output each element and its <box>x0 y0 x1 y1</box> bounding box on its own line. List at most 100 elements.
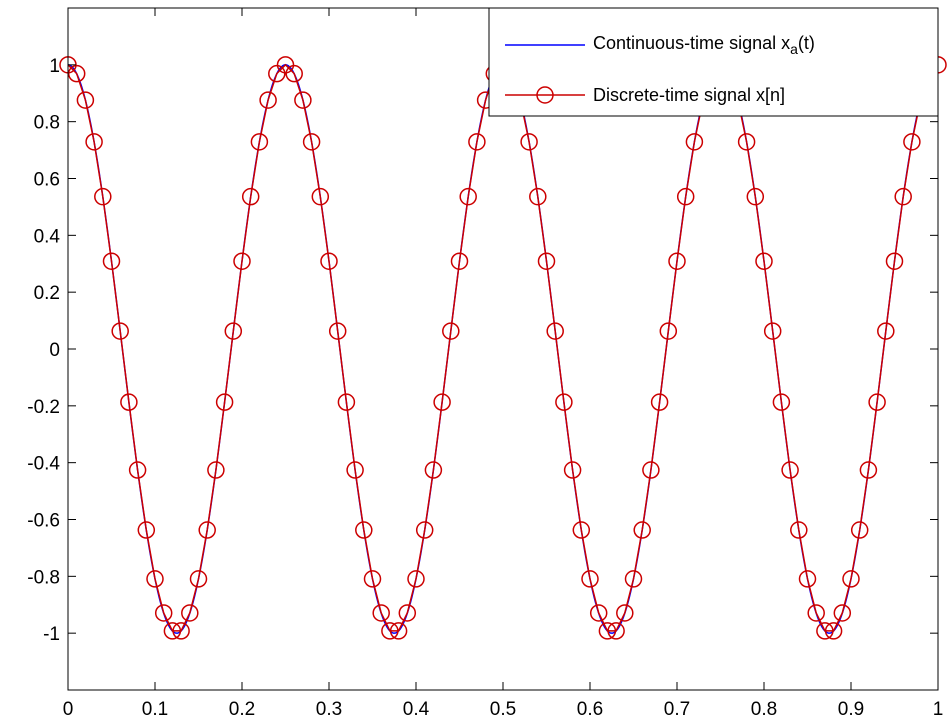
legend-box <box>488 7 939 117</box>
discrete-sample-point <box>311 187 330 206</box>
discrete-sample-point <box>616 604 634 622</box>
y-tick-label: -1 <box>43 624 60 645</box>
discrete-sample-point <box>824 622 843 640</box>
discrete-sample-point <box>659 322 678 340</box>
discrete-sample-point <box>763 322 782 340</box>
discrete-sample-point <box>363 570 382 588</box>
discrete-sample-point <box>563 461 582 479</box>
legend-label-continuous-main: Continuous-time signal x <box>593 33 790 53</box>
y-tick-label: 0.4 <box>34 226 61 247</box>
discrete-sample-point <box>198 521 216 539</box>
y-tick-label: 1 <box>49 56 60 77</box>
discrete-sample-point <box>407 570 425 588</box>
discrete-sample-point <box>355 521 373 539</box>
discrete-sample-point <box>868 393 886 411</box>
discrete-sample-point <box>146 570 164 588</box>
discrete-sample-point <box>737 133 756 151</box>
discrete-sample-point <box>372 604 390 622</box>
x-tick-label: 0.8 <box>751 699 777 720</box>
discrete-sample-point <box>772 393 791 411</box>
discrete-sample-point <box>520 133 538 151</box>
discrete-sample-point <box>424 461 443 479</box>
discrete-sample-point <box>433 393 451 411</box>
discrete-sample-point <box>537 252 556 270</box>
discrete-sample-point <box>328 322 347 340</box>
x-tick-label: 0.9 <box>838 699 864 720</box>
x-tick-label: 0.6 <box>577 699 603 720</box>
discrete-sample-point <box>337 393 356 411</box>
discrete-sample-point <box>285 64 303 83</box>
discrete-sample-point <box>215 393 234 411</box>
discrete-sample-point <box>233 252 251 270</box>
x-tick-label: 0.4 <box>403 699 430 720</box>
plot-area <box>68 8 938 690</box>
discrete-sample-point <box>181 604 199 622</box>
discrete-sample-point <box>250 133 269 151</box>
discrete-sample-point <box>128 461 147 479</box>
discrete-sample-point <box>676 187 695 206</box>
discrete-sample-point <box>546 322 564 340</box>
discrete-sample-point <box>154 604 173 622</box>
discrete-sample-point <box>624 570 643 588</box>
x-tick-label: 0.2 <box>229 699 255 720</box>
discrete-sample-point <box>850 521 869 539</box>
discrete-sample-point <box>389 622 408 640</box>
legend-label-continuous-suffix: (t) <box>798 33 815 53</box>
discrete-sample-point <box>120 393 138 411</box>
discrete-sample-point <box>798 570 817 588</box>
legend-label-continuous: Continuous-time signal xa(t) <box>593 33 815 57</box>
discrete-sample-point <box>903 133 921 151</box>
discrete-sample-point <box>294 91 312 109</box>
discrete-sample-point <box>346 461 364 479</box>
y-tick-label: -0.2 <box>27 397 60 418</box>
discrete-sample-point <box>111 322 129 340</box>
discrete-sample-point <box>102 252 121 270</box>
x-tick-label: 0.5 <box>490 699 516 720</box>
discrete-sample-point <box>555 393 573 411</box>
x-tick-label: 0.1 <box>142 699 168 720</box>
discrete-sample-point <box>746 187 765 206</box>
axis-layer: 0 0.1 0.2 0.3 0.4 0.5 0.6 0.7 0.8 0.9 1 1 0.8 0.6 0.4 0… <box>27 8 943 720</box>
discrete-sample-point <box>598 622 617 640</box>
discrete-sample-point <box>589 604 608 622</box>
discrete-sample-point <box>137 521 156 539</box>
discrete-sample-point <box>633 521 651 539</box>
discrete-sample-point <box>790 521 808 539</box>
discrete-sample-point <box>224 322 243 340</box>
y-tick-label: 0 <box>49 340 60 361</box>
discrete-sample-point <box>877 322 895 340</box>
discrete-sample-point <box>642 461 660 479</box>
discrete-sample-point <box>189 570 208 588</box>
discrete-sample-point <box>842 570 860 588</box>
y-tick-label: -0.8 <box>27 567 60 588</box>
x-tick-label: 0 <box>63 699 74 720</box>
discrete-sample-point <box>685 133 704 151</box>
discrete-sample-point <box>67 64 86 83</box>
discrete-sample-point <box>529 187 547 206</box>
discrete-sample-point <box>807 604 825 622</box>
discrete-sample-point <box>320 252 338 270</box>
discrete-sample-point <box>415 521 434 539</box>
discrete-sample-point <box>459 187 477 206</box>
discrete-sample-point <box>450 252 469 270</box>
discrete-sample-point <box>241 187 260 206</box>
discrete-sample-point <box>607 622 625 640</box>
discrete-sample-point <box>172 622 190 640</box>
discrete-sample-point <box>163 622 182 640</box>
discrete-sample-point <box>859 461 878 479</box>
discrete-sample-point <box>894 187 912 206</box>
discrete-sample-point <box>94 187 112 206</box>
discrete-sample-point <box>468 133 486 151</box>
legend: Continuous-time signal xa(t) Discrete-ti… <box>488 7 939 117</box>
discrete-sample-point <box>755 252 773 270</box>
discrete-sample-point <box>572 521 591 539</box>
legend-label-continuous-subscript: a <box>790 41 798 57</box>
discrete-sample-point <box>76 91 95 109</box>
discrete-sample-point <box>398 604 417 622</box>
y-tick-label: 0.2 <box>34 283 60 304</box>
discrete-sample-point <box>650 393 669 411</box>
discrete-sample-point <box>207 461 225 479</box>
x-tick-label: 0.3 <box>316 699 342 720</box>
discrete-sample-point <box>259 91 277 109</box>
